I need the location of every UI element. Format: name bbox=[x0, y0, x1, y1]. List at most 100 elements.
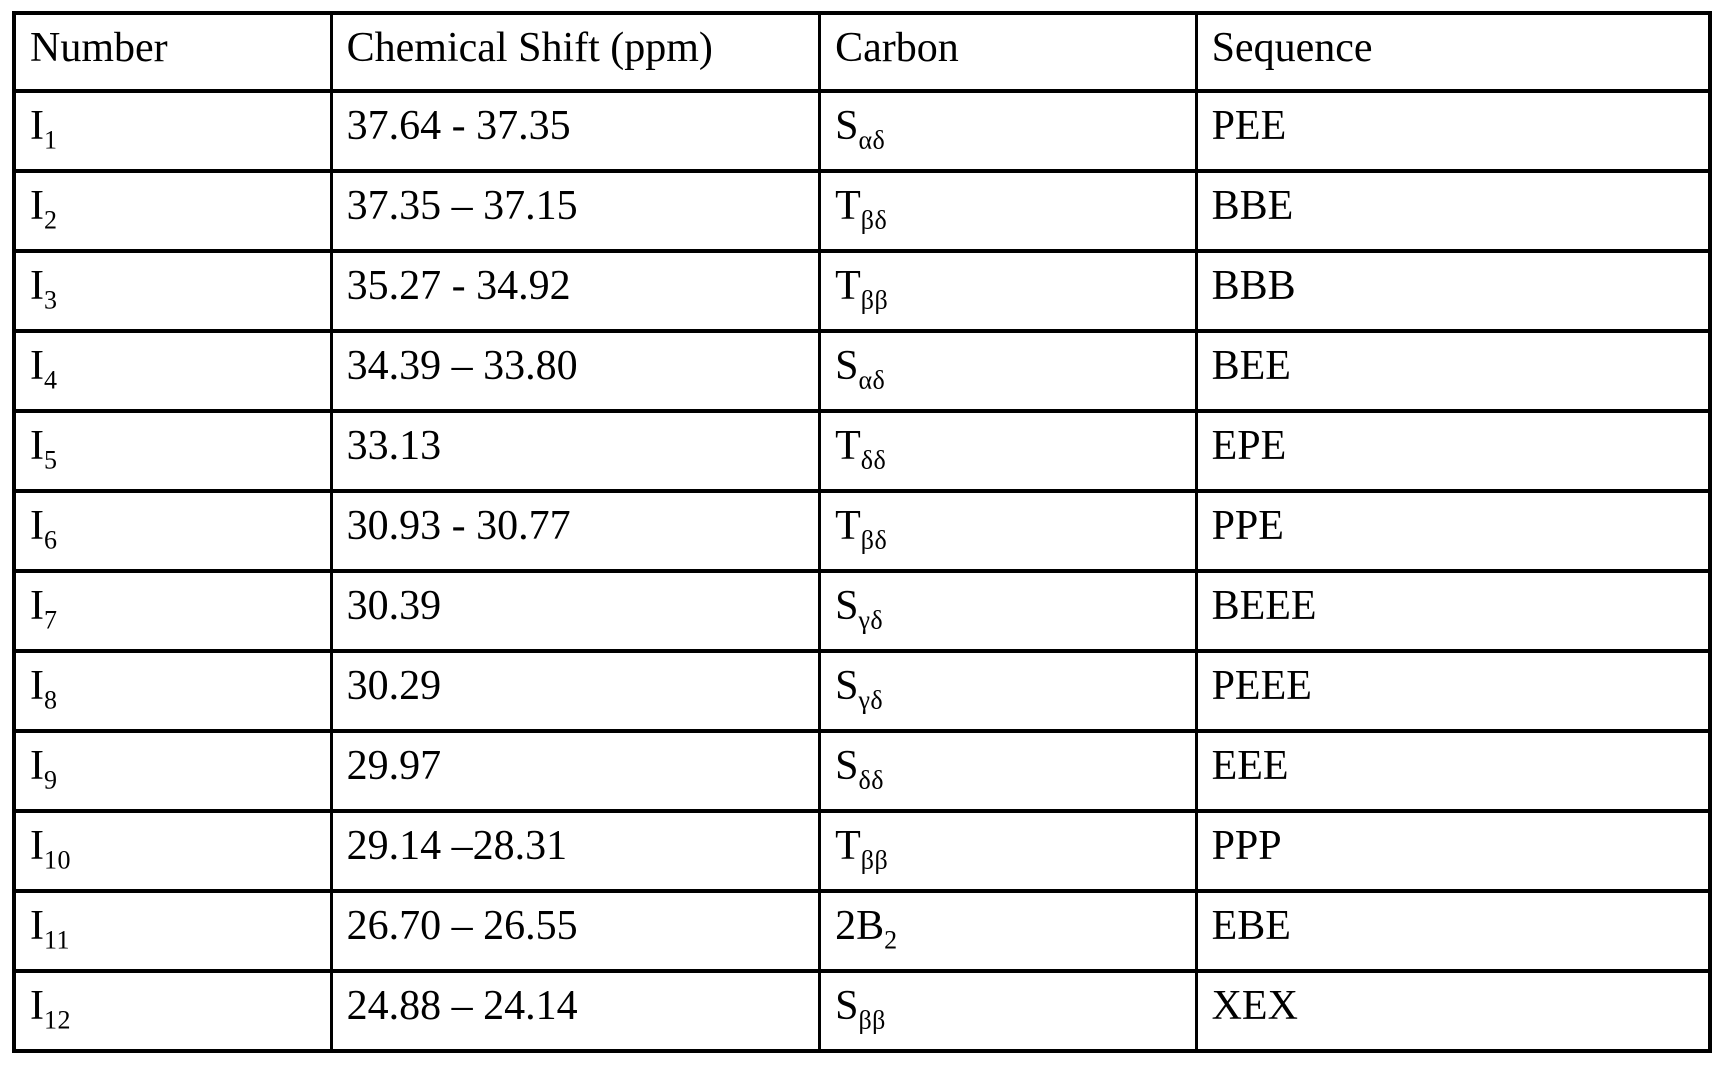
peak-label-subscript: 8 bbox=[44, 685, 58, 715]
table-body: I1 37.64 - 37.35 Sαδ PEE I2 37.35 – 37.15 Tβδ B… bbox=[12, 89, 1712, 1053]
shift-cell: 24.88 – 24.14 bbox=[329, 969, 822, 1053]
number-cell: I2 bbox=[12, 169, 333, 253]
carbon-cell: Tββ bbox=[818, 249, 1198, 333]
sequence-cell: EEE bbox=[1194, 729, 1712, 813]
table-row: I7 30.39 Sγδ BEEE bbox=[12, 569, 1712, 653]
shift-value: 37.35 – 37.15 bbox=[346, 183, 578, 229]
carbon-symbol: T bbox=[835, 423, 861, 469]
carbon-symbol: T bbox=[835, 183, 861, 229]
carbon-subscript: βδ bbox=[860, 525, 888, 555]
shift-value: 34.39 – 33.80 bbox=[346, 343, 578, 389]
sequence-value: BBE bbox=[1211, 183, 1294, 229]
sequence-cell: PEE bbox=[1194, 89, 1712, 173]
shift-value: 29.14 –28.31 bbox=[346, 823, 568, 869]
carbon-symbol: T bbox=[835, 263, 861, 309]
shift-cell: 35.27 - 34.92 bbox=[329, 249, 822, 333]
sequence-value: BEE bbox=[1211, 343, 1291, 389]
sequence-cell: XEX bbox=[1194, 969, 1712, 1053]
number-cell: I8 bbox=[12, 649, 333, 733]
sequence-cell: EBE bbox=[1194, 889, 1712, 973]
table-row: I10 29.14 –28.31 Tββ PPP bbox=[12, 809, 1712, 893]
carbon-symbol: S bbox=[835, 983, 859, 1029]
carbon-cell: Sββ bbox=[818, 969, 1198, 1053]
sequence-cell: PPP bbox=[1194, 809, 1712, 893]
sequence-value: PEE bbox=[1211, 103, 1287, 149]
peak-label-subscript: 7 bbox=[44, 605, 58, 635]
carbon-subscript: αδ bbox=[858, 125, 886, 155]
shift-value: 30.93 - 30.77 bbox=[346, 503, 571, 549]
carbon-symbol: S bbox=[835, 583, 859, 629]
carbon-subscript: ββ bbox=[860, 285, 889, 315]
sequence-cell: EPE bbox=[1194, 409, 1712, 493]
peak-label-subscript: 6 bbox=[44, 525, 58, 555]
carbon-subscript: αδ bbox=[858, 365, 886, 395]
carbon-symbol: S bbox=[835, 343, 859, 389]
carbon-cell: Sδδ bbox=[818, 729, 1198, 813]
sequence-cell: BEE bbox=[1194, 329, 1712, 413]
number-cell: I11 bbox=[12, 889, 333, 973]
peak-label: I bbox=[30, 823, 44, 869]
peak-label-subscript: 11 bbox=[44, 925, 71, 955]
table-header-row: Number Chemical Shift (ppm) Carbon Seque… bbox=[12, 11, 1712, 93]
shift-value: 26.70 – 26.55 bbox=[346, 903, 578, 949]
peak-label: I bbox=[30, 583, 44, 629]
peak-label: I bbox=[30, 503, 44, 549]
number-cell: I9 bbox=[12, 729, 333, 813]
table-row: I12 24.88 – 24.14 Sββ XEX bbox=[12, 969, 1712, 1053]
sequence-value: EEE bbox=[1211, 743, 1289, 789]
peak-label-subscript: 9 bbox=[44, 765, 58, 795]
peak-label: I bbox=[30, 263, 44, 309]
carbon-cell: Tβδ bbox=[818, 489, 1198, 573]
sequence-value: BEEE bbox=[1211, 583, 1317, 629]
number-cell: I7 bbox=[12, 569, 333, 653]
table-row: I4 34.39 – 33.80 Sαδ BEE bbox=[12, 329, 1712, 413]
peak-label: I bbox=[30, 983, 44, 1029]
number-cell: I10 bbox=[12, 809, 333, 893]
number-cell: I6 bbox=[12, 489, 333, 573]
carbon-cell: Sγδ bbox=[818, 649, 1198, 733]
sequence-value: XEX bbox=[1211, 983, 1298, 1029]
carbon-cell: Tδδ bbox=[818, 409, 1198, 493]
carbon-symbol: S bbox=[835, 743, 859, 789]
number-cell: I1 bbox=[12, 89, 333, 173]
peak-label-subscript: 5 bbox=[44, 445, 58, 475]
peak-label: I bbox=[30, 183, 44, 229]
shift-cell: 37.35 – 37.15 bbox=[329, 169, 822, 253]
sequence-value: EPE bbox=[1211, 423, 1287, 469]
shift-cell: 34.39 – 33.80 bbox=[329, 329, 822, 413]
sequence-cell: BBB bbox=[1194, 249, 1712, 333]
table-row: I8 30.29 Sγδ PEEE bbox=[12, 649, 1712, 733]
number-cell: I3 bbox=[12, 249, 333, 333]
table-row: I9 29.97 Sδδ EEE bbox=[12, 729, 1712, 813]
table-row: I2 37.35 – 37.15 Tβδ BBE bbox=[12, 169, 1712, 253]
shift-cell: 33.13 bbox=[329, 409, 822, 493]
peak-label: I bbox=[30, 663, 44, 709]
carbon-subscript: δδ bbox=[860, 445, 887, 475]
carbon-symbol: T bbox=[835, 503, 861, 549]
header-shift: Chemical Shift (ppm) bbox=[329, 11, 822, 93]
table-row: I3 35.27 - 34.92 Tββ BBB bbox=[12, 249, 1712, 333]
peak-label: I bbox=[30, 903, 44, 949]
number-cell: I5 bbox=[12, 409, 333, 493]
number-cell: I12 bbox=[12, 969, 333, 1053]
table-row: I1 37.64 - 37.35 Sαδ PEE bbox=[12, 89, 1712, 173]
sequence-value: PPP bbox=[1211, 823, 1282, 869]
shift-value: 30.29 bbox=[346, 663, 442, 709]
number-cell: I4 bbox=[12, 329, 333, 413]
peak-label-subscript: 1 bbox=[44, 125, 58, 155]
peak-label: I bbox=[30, 343, 44, 389]
carbon-subscript: ββ bbox=[860, 845, 889, 875]
peak-label: I bbox=[30, 743, 44, 789]
shift-value: 35.27 - 34.92 bbox=[346, 263, 571, 309]
carbon-subscript: ββ bbox=[858, 1005, 886, 1035]
carbon-subscript: δδ bbox=[858, 765, 884, 795]
table-row: I11 26.70 – 26.55 2B2 EBE bbox=[12, 889, 1712, 973]
peak-label-subscript: 4 bbox=[44, 365, 58, 395]
carbon-cell: Sγδ bbox=[818, 569, 1198, 653]
header-sequence: Sequence bbox=[1194, 11, 1712, 93]
carbon-cell: 2B2 bbox=[818, 889, 1198, 973]
sequence-value: PPE bbox=[1211, 503, 1284, 549]
shift-value: 29.97 bbox=[346, 743, 442, 789]
shift-value: 33.13 bbox=[346, 423, 442, 469]
peak-label: I bbox=[30, 103, 44, 149]
